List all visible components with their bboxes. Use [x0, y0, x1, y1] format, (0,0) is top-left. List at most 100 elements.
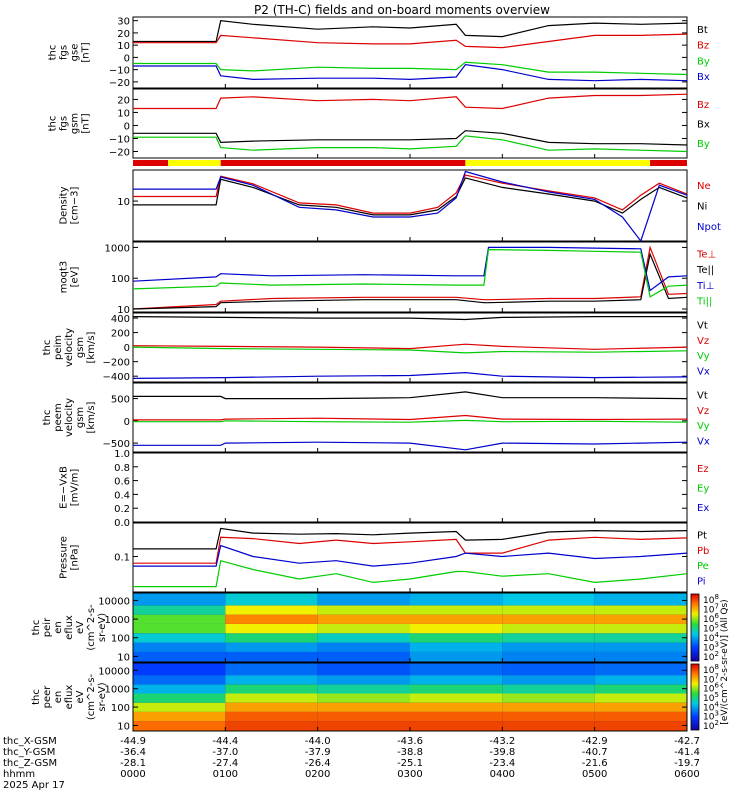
- y-axis-label: peem: [53, 403, 64, 431]
- y-tick-label: 0.2: [114, 504, 130, 515]
- y-tick-label: 1000: [105, 243, 130, 254]
- y-axis-label: (cm^2-s-: [86, 604, 97, 651]
- spectrogram-cell: [225, 702, 318, 712]
- spectrogram-cell: [133, 605, 226, 615]
- y-tick-label: 200: [111, 329, 130, 340]
- series-Vx: [133, 441, 688, 451]
- spectrogram-cell: [594, 614, 687, 624]
- series-Bt: [133, 20, 688, 43]
- time-axis-value: -44.0: [305, 736, 331, 747]
- y-axis-label: gsm: [75, 407, 86, 428]
- y-axis-label: gsm: [75, 337, 86, 358]
- time-axis-value: -28.1: [120, 758, 146, 769]
- spectrogram-cell: [133, 711, 226, 722]
- spectrogram-cell: [317, 642, 410, 652]
- series-Vz: [133, 414, 688, 421]
- spectrogram-cell: [594, 675, 687, 685]
- legend-entry: Te||: [696, 265, 714, 276]
- time-axis-value: -25.1: [397, 758, 423, 769]
- y-tick-label: 20: [117, 29, 130, 40]
- spectrogram-cell: [225, 651, 318, 662]
- spectrogram-cell: [594, 684, 687, 694]
- spectrogram-cell: [594, 593, 687, 606]
- time-axis-value: -37.0: [212, 747, 238, 758]
- time-axis-value: -23.4: [489, 758, 515, 769]
- series-Vy: [133, 419, 688, 423]
- y-tick-label: 0: [124, 53, 130, 64]
- spectrogram-cell: [410, 663, 503, 676]
- y-tick-label: 1000: [105, 615, 130, 626]
- y-axis-label: thc: [42, 340, 53, 356]
- time-axis-value: -26.4: [305, 758, 331, 769]
- spectrogram-cell: [594, 711, 687, 722]
- y-axis-label: en: [53, 691, 64, 704]
- time-axis-value: -39.8: [489, 747, 515, 758]
- spectrogram-cell: [317, 702, 410, 712]
- y-tick-label: 500: [111, 395, 130, 406]
- figure-title: P2 (TH-C) fields and on-board moments ov…: [254, 3, 550, 17]
- legend-entry: Vx: [697, 437, 710, 448]
- spectrogram-cell: [502, 633, 595, 643]
- y-tick-label: 400: [111, 314, 130, 325]
- legend-entry: Te⊥: [696, 250, 716, 261]
- y-axis-label: [km/s]: [86, 331, 97, 363]
- y-axis-label: eV: [75, 690, 86, 703]
- spectrogram-cell: [317, 623, 410, 634]
- y-tick-label: 30: [117, 17, 130, 28]
- spectrogram-cell: [133, 651, 226, 662]
- y-axis-label: eV: [75, 621, 86, 634]
- series-Vy: [132, 346, 688, 354]
- spectrogram-cell: [225, 693, 318, 703]
- y-tick-label: 0.6: [114, 477, 130, 488]
- time-axis-row-label: thc_Y-GSM: [3, 747, 55, 758]
- spectrogram-cell: [410, 702, 503, 712]
- y-axis-label: thc: [31, 620, 42, 636]
- y-axis-label: eflux: [64, 685, 75, 710]
- spectrogram-cell: [133, 663, 226, 676]
- y-axis-label: [nT]: [81, 42, 92, 62]
- legend-entry: Vt: [697, 391, 708, 402]
- series-Pt: [133, 527, 688, 550]
- spectrogram-cell: [133, 721, 226, 731]
- y-tick-label: 20: [117, 95, 130, 106]
- time-axis-date: 2025 Apr 17: [3, 780, 65, 791]
- time-axis-row-label: thc_Z-GSM: [3, 758, 57, 769]
- legend-entry: By: [697, 139, 710, 150]
- time-axis-row-label: thc_X-GSM: [3, 736, 57, 747]
- y-tick-label: 0.8: [114, 463, 130, 474]
- spectrogram-cell: [502, 702, 595, 712]
- spectrogram-cell: [502, 711, 595, 722]
- series-Pb: [133, 536, 688, 564]
- y-axis-label: E=−VxB: [59, 466, 70, 509]
- time-axis-value: 0200: [305, 769, 330, 780]
- series-Vt: [133, 391, 688, 400]
- spectrogram-cell: [502, 675, 595, 685]
- mode-bar: [133, 160, 687, 166]
- time-axis-value: -42.7: [674, 736, 700, 747]
- spectrogram-cell: [594, 702, 687, 712]
- y-tick-label: 10: [117, 108, 130, 119]
- spectrogram-cell: [410, 593, 503, 606]
- spectrogram-cell: [225, 633, 318, 643]
- y-tick-label: −400: [103, 372, 130, 383]
- spectrogram-cell: [133, 693, 226, 703]
- time-axis-value: 0000: [120, 769, 145, 780]
- y-tick-label: 10: [117, 652, 130, 663]
- y-axis-label: [mV/m]: [70, 469, 81, 507]
- time-axis-value: 0600: [674, 769, 699, 780]
- spectrogram-cell: [410, 675, 503, 685]
- series-Ti⊥: [132, 246, 688, 292]
- spectrogram-cell: [594, 633, 687, 643]
- y-tick-label: 10000: [98, 666, 130, 677]
- series-Bz: [133, 33, 688, 49]
- series-Te⊥: [132, 245, 688, 310]
- panel-peem-velocity: 500 0 −500 thc peem velocity gsm [km/s] Vt Vz Vy Vx: [42, 382, 710, 453]
- y-axis-label: peir: [42, 617, 53, 637]
- legend-entry: Vx: [697, 367, 710, 378]
- spectrogram-cell: [594, 651, 687, 662]
- spectrogram-cell: [133, 633, 226, 643]
- spectrogram-cell: [225, 711, 318, 722]
- mode-bar-segment: [465, 160, 651, 166]
- y-tick-label: 1000: [105, 685, 130, 696]
